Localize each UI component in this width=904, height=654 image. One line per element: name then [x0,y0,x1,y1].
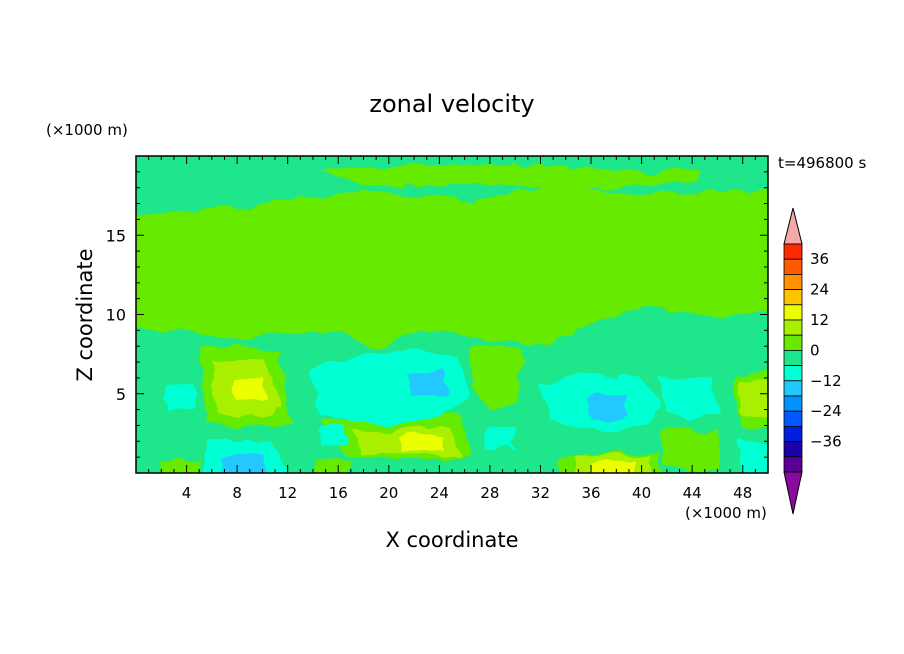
field-region-neg12-b [585,393,628,418]
y-axis-label: Z coordinate [73,248,97,381]
field-region-pos18-b [398,434,444,452]
colorbar-swatch [783,304,803,321]
field-region-neg12-c [220,456,268,473]
field-region-pos18-c [590,460,635,473]
colorbar-swatch [783,380,803,397]
colorbar-tick-label: −24 [810,402,842,420]
colorbar-tick-label: −36 [810,433,842,451]
chart-title: zonal velocity [369,90,534,118]
y-tick-label: 5 [116,385,126,404]
x-axis-ticks: 4 8 12 16 20 24 28 32 36 40 44 48 [148,156,756,502]
field-region-neg6-f [740,440,768,470]
field-region-pos6-i [160,460,200,473]
colorbar-tick-label: −12 [810,372,842,390]
x-tick-label: 16 [329,484,348,502]
x-tick-label: 40 [632,484,651,502]
field-region-neg6-h [485,425,515,450]
colorbar-swatch [783,258,803,275]
colorbar-swatch [783,289,803,306]
colorbar-swatch [783,365,803,382]
x-tick-label: 28 [480,484,499,502]
x-tick-label: 48 [733,484,752,502]
colorbar-under-arrow [783,471,803,515]
y-unit-label: (×1000 m) [46,121,128,139]
x-tick-label: 24 [430,484,449,502]
x-tick-label: 12 [278,484,297,502]
colorbar-tick-label: 36 [810,250,829,268]
time-label: t=496800 s [778,154,866,172]
field-region-pos6-a [136,186,768,348]
field-region-pos6-c [470,345,520,410]
y-tick-label: 10 [106,306,126,325]
field-region-pos12-d [740,380,768,420]
x-tick-label: 8 [232,484,242,502]
field-region-neg6-g [320,425,345,445]
field-blobs [136,164,768,473]
colorbar-swatch [783,273,803,290]
field-region-pos6-h [660,430,720,470]
colorbar-tick-label: 24 [810,281,829,299]
colorbar-swatch [783,395,803,412]
colorbar-swatch [783,410,803,427]
colorbar-over-arrow [783,207,803,245]
field-region-pos6-b [320,164,700,190]
field-region-neg6-e [165,385,195,410]
x-tick-label: 4 [182,484,192,502]
x-tick-label: 36 [581,484,600,502]
contour-field [136,156,768,473]
x-tick-label: 32 [531,484,550,502]
x-tick-label: 20 [379,484,398,502]
colorbar-swatch [783,349,803,366]
field-region-pos6-j [315,458,350,473]
x-unit-label: (×1000 m) [685,504,767,522]
y-axis-ticks: 5 10 15 [106,171,768,458]
y-tick-label: 15 [106,226,126,245]
colorbar-tick-label: 0 [810,341,820,359]
colorbar-swatch [783,334,803,351]
field-region-neg6-c [660,375,718,422]
colorbar-swatch [783,456,803,473]
colorbar-swatch [783,319,803,336]
colorbar-swatch [783,441,803,458]
colorbar-swatch [783,425,803,442]
colorbar-tick-label: 12 [810,311,829,329]
field-region-neg12-a [405,370,448,396]
field-region-neg6-a [310,350,470,425]
x-axis-label: X coordinate [385,528,518,552]
x-tick-label: 44 [683,484,702,502]
field-region-pos18-a [232,376,268,402]
colorbar-swatch [783,243,803,260]
colorbar: 36 24 12 0 −12 −24 −36 [783,207,842,515]
